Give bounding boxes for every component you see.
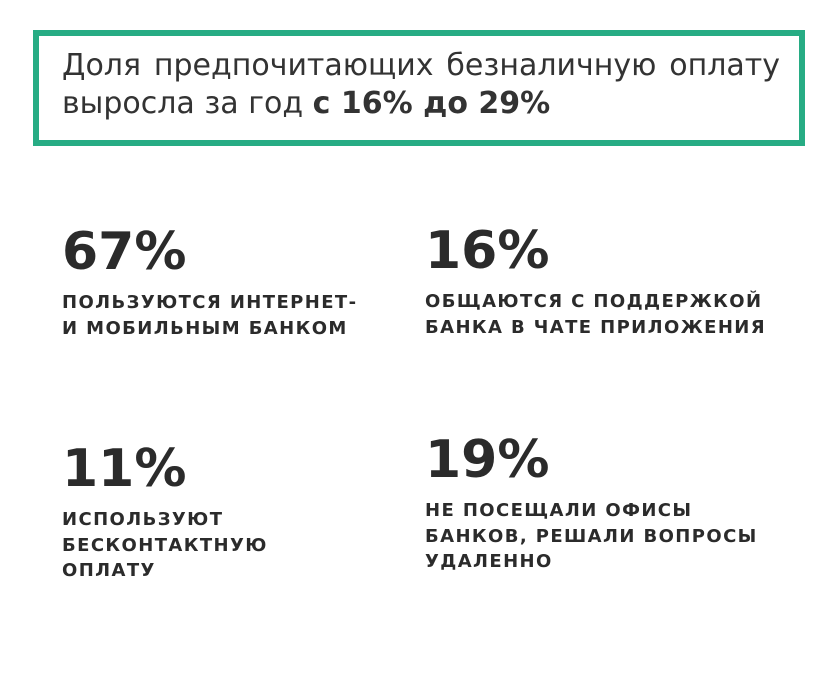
stat-block: 11% ИСПОЛЬЗУЮТ БЕСКОНТАКТНУЮ ОПЛАТУ [62, 441, 268, 584]
stat-value: 16% [425, 221, 550, 281]
stat-label: ПОЛЬЗУЮТСЯ ИНТЕРНЕТ- И МОБИЛЬНЫМ БАНКОМ [62, 290, 357, 341]
stat-block: 16% ОБЩАЮТСЯ С ПОДДЕРЖКОЙ БАНКА В ЧАТЕ ПРИ… [425, 223, 766, 340]
stat-label-line: ОПЛАТУ [62, 560, 156, 581]
stat-value: 67% [62, 222, 187, 282]
header-line: выросла за год с 16% до 29% [62, 86, 780, 122]
stat-block: 19% НЕ ПОСЕЩАЛИ ОФИСЫ БАНКОВ, РЕШАЛИ ВОПРО… [425, 432, 758, 575]
stat-value: 19% [425, 430, 550, 490]
header-box: Доля предпочитающих безналичную оплату в… [33, 30, 805, 146]
stat-block: 67% ПОЛЬЗУЮТСЯ ИНТЕРНЕТ- И МОБИЛЬНЫМ БАНКО… [62, 224, 357, 341]
stat-label-line: УДАЛЕННО [425, 551, 553, 572]
stat-label-line: БАНКА В ЧАТЕ ПРИЛОЖЕНИЯ [425, 316, 767, 338]
stat-label-line: ОБЩАЮТСЯ С ПОДДЕРЖКОЙ [425, 291, 763, 312]
stat-label: НЕ ПОСЕЩАЛИ ОФИСЫ БАНКОВ, РЕШАЛИ ВОПРОСЫ У… [425, 498, 758, 575]
header-highlight: с 16% до 29% [312, 86, 551, 121]
stat-label: ОБЩАЮТСЯ С ПОДДЕРЖКОЙ БАНКА В ЧАТЕ ПРИЛОЖ… [425, 289, 766, 340]
stat-label-line: ИСПОЛЬЗУЮТ [62, 509, 224, 530]
stat-value: 11% [62, 439, 187, 499]
stat-label-line: БЕСКОНТАКТНУЮ [62, 534, 268, 556]
stat-label-line: ПОЛЬЗУЮТСЯ ИНТЕРНЕТ- [62, 292, 358, 313]
stat-label-line: И МОБИЛЬНЫМ БАНКОМ [62, 317, 348, 339]
header-text: выросла за год [62, 86, 304, 121]
header-line: Доля предпочитающих безналичную оплату [62, 48, 780, 83]
stat-label: ИСПОЛЬЗУЮТ БЕСКОНТАКТНУЮ ОПЛАТУ [62, 507, 268, 584]
stat-label-line: БАНКОВ, РЕШАЛИ ВОПРОСЫ [425, 525, 758, 547]
stat-label-line: НЕ ПОСЕЩАЛИ ОФИСЫ [425, 500, 693, 521]
